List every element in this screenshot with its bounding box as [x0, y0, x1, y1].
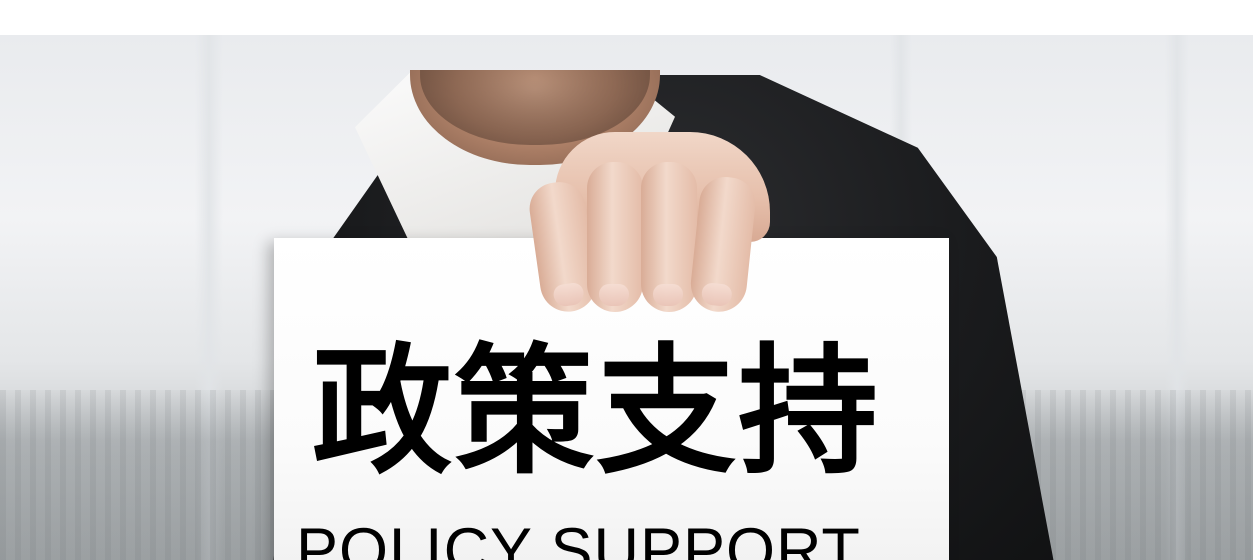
sign-subtitle: POLICY SUPPORT	[296, 516, 861, 560]
hand	[526, 132, 790, 316]
fingernail	[552, 281, 586, 308]
fingernail	[599, 284, 629, 306]
sign-title: 政策支持	[312, 331, 881, 494]
finger	[587, 162, 643, 312]
finger	[641, 162, 697, 312]
fingernail	[700, 282, 733, 308]
fingernail	[653, 284, 683, 306]
